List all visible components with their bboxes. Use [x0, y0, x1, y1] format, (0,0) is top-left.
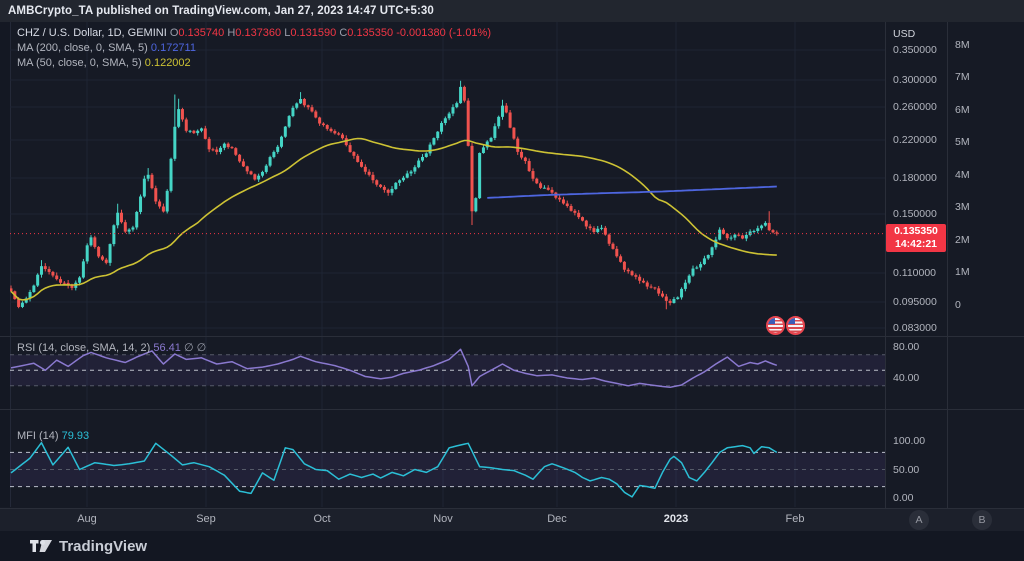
- publish-header: AMBCrypto_TA published on TradingView.co…: [0, 0, 1024, 23]
- open-value: 0.135740: [178, 27, 225, 39]
- price-scale-mode-b-button[interactable]: B: [972, 510, 992, 530]
- rsi-value: 56.41: [153, 342, 181, 354]
- footer: TradingView: [0, 531, 1024, 561]
- rsi-axis-label: 80.00: [893, 341, 920, 353]
- volume-axis-label: 7M: [955, 71, 970, 83]
- time-axis-label: Nov: [433, 513, 453, 525]
- time-axis-label: Sep: [196, 513, 216, 525]
- ma50-value: 0.122002: [144, 57, 191, 69]
- price-axis-label: 0.300000: [893, 74, 937, 86]
- low-value: 0.131590: [290, 27, 337, 39]
- ma200-value: 0.172711: [150, 42, 196, 54]
- volume-axis-label: 6M: [955, 104, 970, 116]
- ma200-legend: MA (200, close, 0, SMA, 5) 0.172711: [17, 42, 196, 54]
- last-price: 0.135350: [894, 225, 938, 237]
- price-axis-label: 0.350000: [893, 44, 937, 56]
- price-axis-label: 0.150000: [893, 208, 937, 220]
- bar-countdown: 14:42:21: [894, 238, 938, 250]
- time-axis-label: Oct: [313, 513, 331, 525]
- price-axis-label: 0.095000: [893, 296, 937, 308]
- mfi-axis-label: 0.00: [893, 492, 914, 504]
- price-axis-label: 0.220000: [893, 134, 937, 146]
- mfi-axis-label: 100.00: [893, 435, 926, 447]
- mfi-legend: MFI (14) 79.93: [17, 430, 90, 442]
- symbol-legend: CHZ / U.S. Dollar, 1D, GEMINI O0.135740 …: [17, 27, 491, 39]
- volume-scale-border: [947, 22, 948, 531]
- volume-axis-label: 5M: [955, 136, 970, 148]
- mfi-value: 79.93: [61, 430, 90, 442]
- rsi-pane[interactable]: [10, 337, 885, 409]
- volume-axis-label: 3M: [955, 201, 970, 213]
- price-axis[interactable]: USD 0.350000 0.300000 0.260000 0.220000 0.18…: [886, 22, 947, 507]
- ma50-legend: MA (50, close, 0, SMA, 5) 0.122002: [17, 57, 191, 69]
- volume-axis-label: 2M: [955, 234, 970, 246]
- price-axis-label: 0.260000: [893, 101, 937, 113]
- last-price-badge: 0.135350 14:42:21: [886, 224, 946, 252]
- time-axis-label: Aug: [77, 513, 97, 525]
- price-axis-unit: USD: [893, 28, 916, 40]
- price-axis-label: 0.110000: [893, 267, 937, 279]
- time-axis-label: Feb: [785, 513, 805, 525]
- price-pane[interactable]: [10, 22, 885, 336]
- price-scale-mode-a-button[interactable]: A: [909, 510, 929, 530]
- volume-axis-label: 1M: [955, 266, 970, 278]
- volume-axis-label: 0: [955, 299, 961, 311]
- mfi-pane[interactable]: [10, 410, 885, 507]
- price-axis-label: 0.083000: [893, 322, 937, 334]
- price-axis-label: 0.180000: [893, 172, 937, 184]
- mfi-axis-label: 50.00: [893, 464, 920, 476]
- volume-axis-label: 4M: [955, 169, 970, 181]
- time-axis-label: Dec: [547, 513, 567, 525]
- high-value: 0.137360: [235, 27, 282, 39]
- rsi-axis-label: 40.00: [893, 372, 920, 384]
- change-value: -0.001380 (-1.01%): [396, 27, 491, 39]
- rsi-empty-values: ∅ ∅: [183, 342, 207, 354]
- price-scale-border: [885, 22, 886, 531]
- published-text: AMBCrypto_TA published on TradingView.co…: [8, 5, 434, 17]
- tradingview-brand[interactable]: TradingView: [59, 537, 148, 555]
- close-value: 0.135350: [347, 27, 394, 39]
- us-flag-icon[interactable]: [766, 316, 785, 335]
- time-axis[interactable]: A B Aug Sep Oct Nov Dec 2023 Feb: [0, 508, 1024, 533]
- left-spine: [0, 22, 11, 507]
- volume-axis[interactable]: 8M 7M 6M 5M 4M 3M 2M 1M 0: [948, 22, 1024, 507]
- symbol-title: CHZ / U.S. Dollar, 1D, GEMINI: [17, 27, 167, 39]
- pane-divider[interactable]: [0, 409, 1024, 410]
- tradingview-logo-icon[interactable]: [30, 538, 52, 554]
- time-axis-label: 2023: [663, 513, 689, 525]
- volume-axis-label: 8M: [955, 39, 970, 51]
- us-flag-icon[interactable]: [786, 316, 805, 335]
- rsi-legend: RSI (14, close, SMA, 14, 2) 56.41 ∅ ∅: [17, 342, 207, 354]
- pane-divider[interactable]: [0, 336, 1024, 337]
